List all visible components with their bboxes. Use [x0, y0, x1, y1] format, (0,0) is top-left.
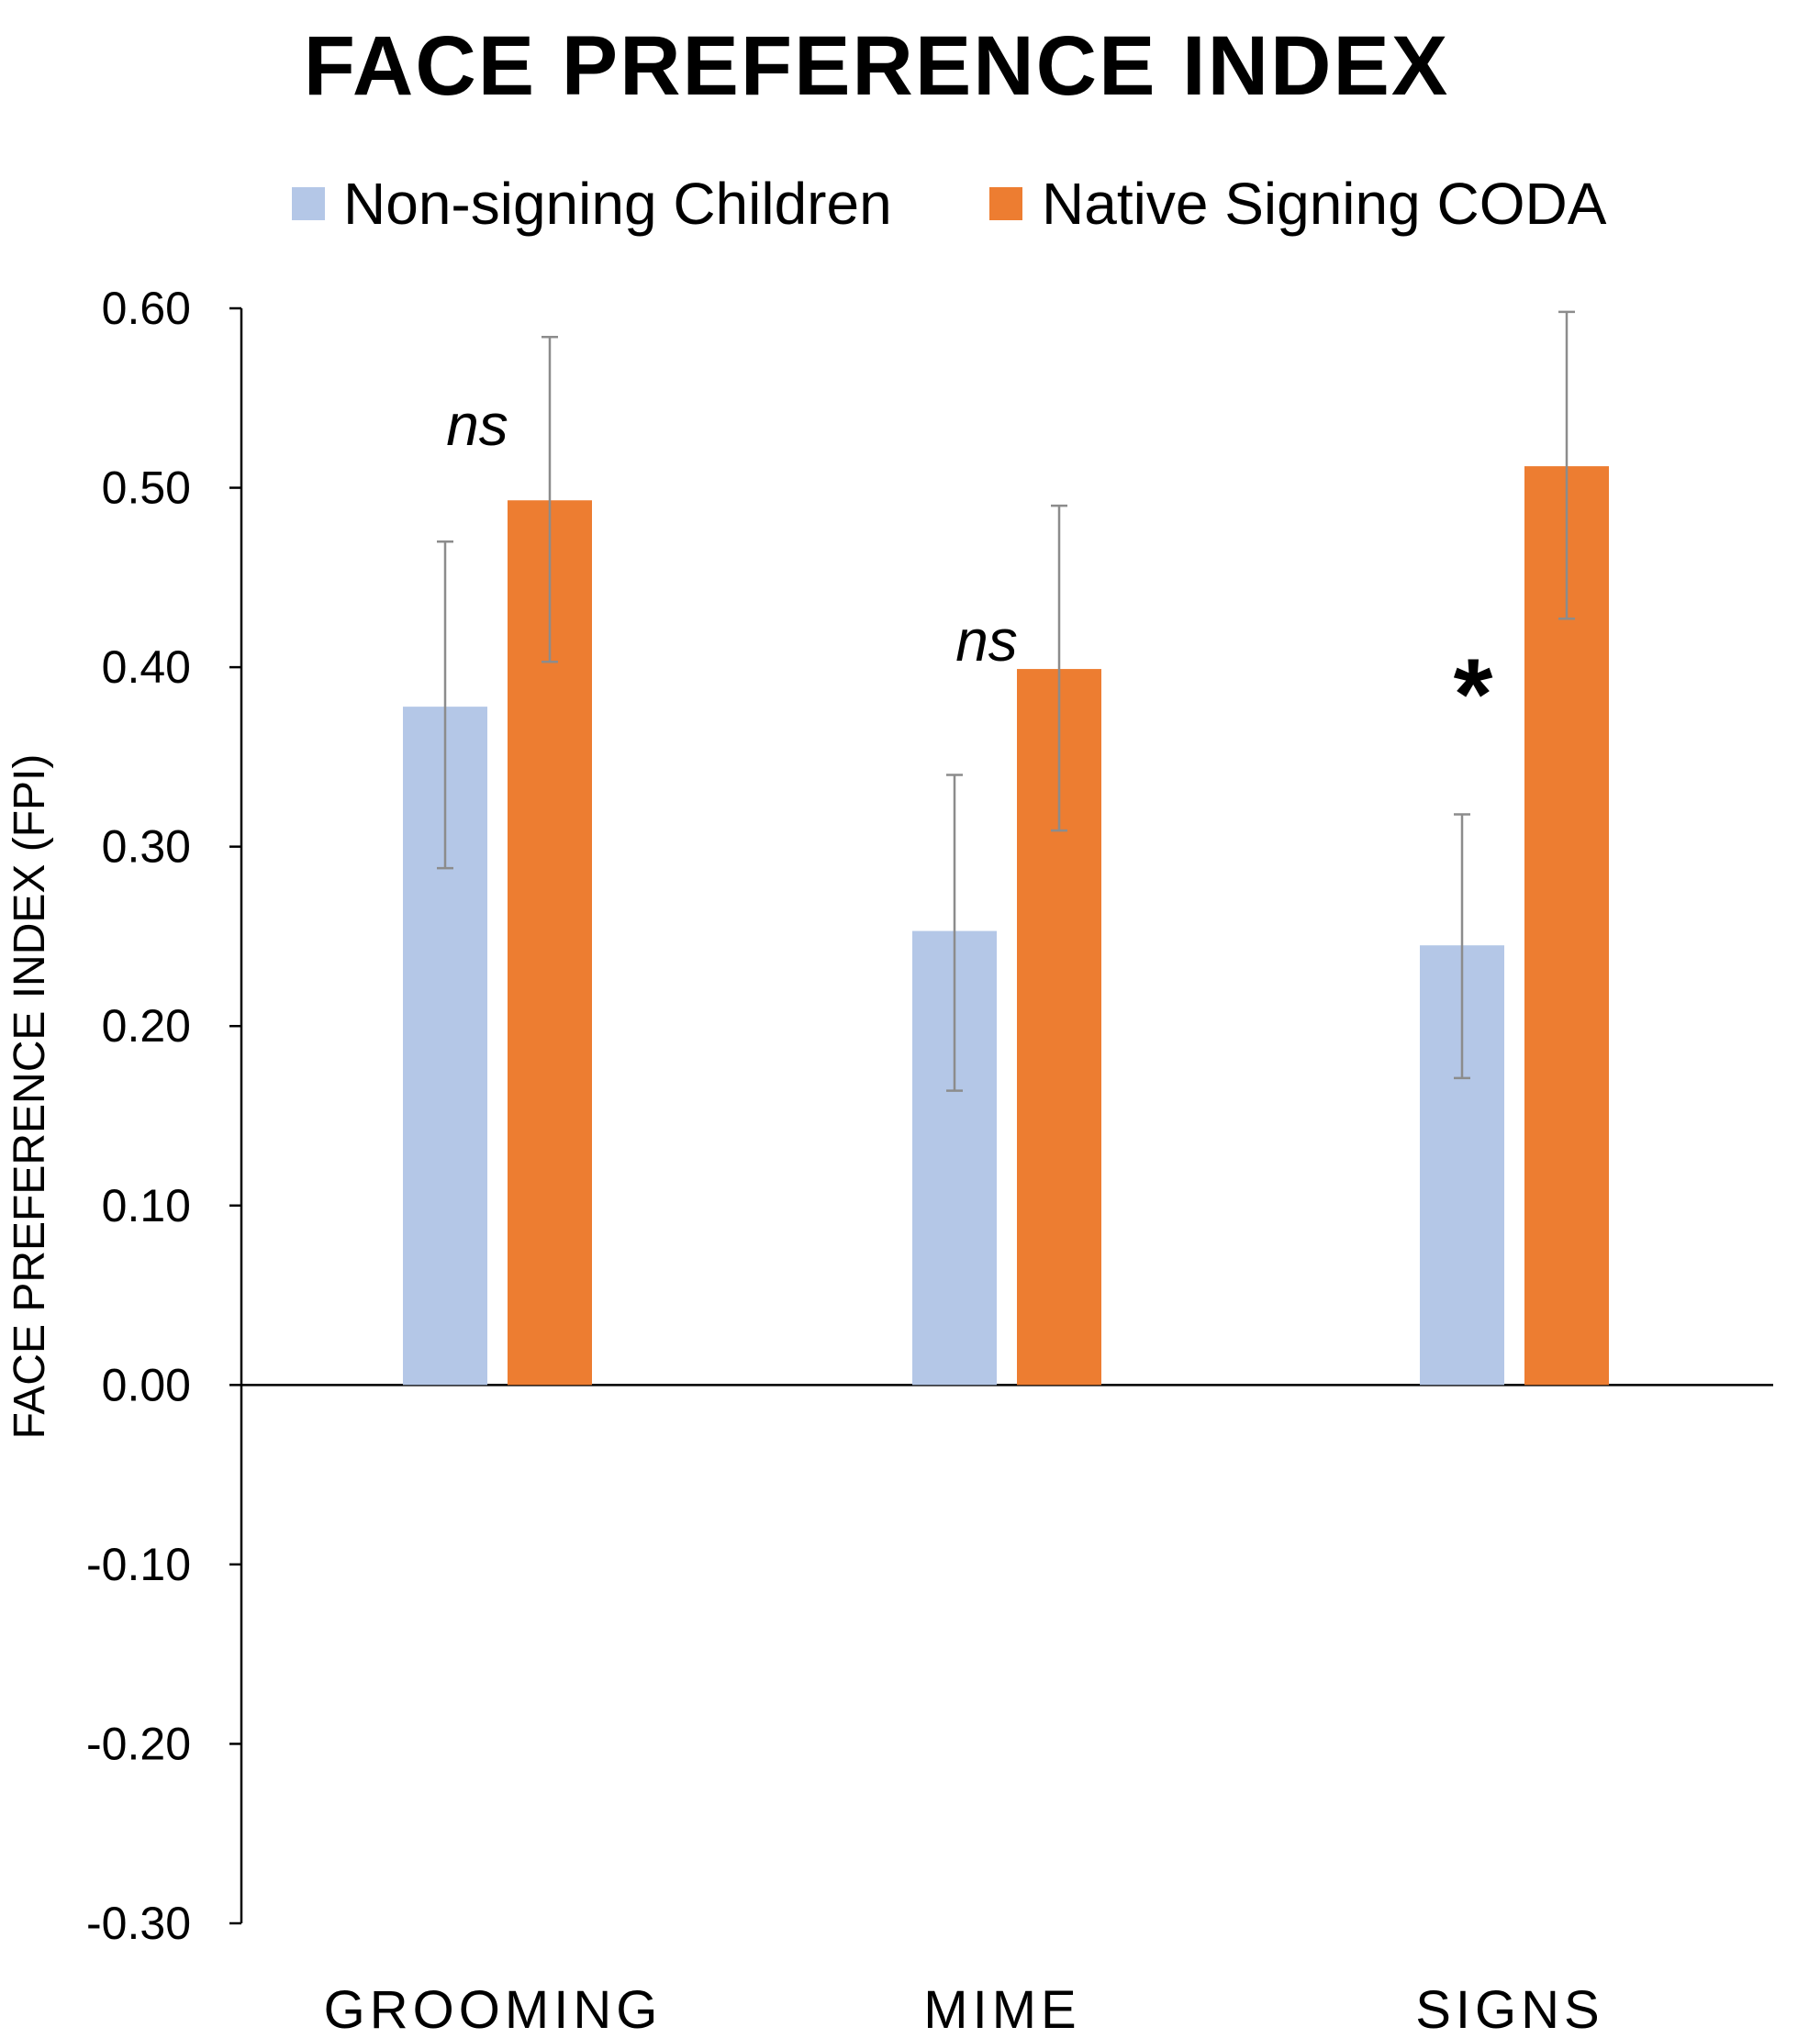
y-tick-label: 0.20	[102, 1000, 191, 1052]
y-tick-label: -0.30	[86, 1898, 191, 1949]
significance-ns-mime: ns	[955, 607, 1018, 674]
legend: Non-signing Children Native Signing CODA	[292, 171, 1607, 237]
legend-swatch-non-signing-children	[292, 187, 325, 220]
category-labels: GROOMING MIME SIGNS	[324, 1980, 1604, 2038]
y-tick-label: 0.40	[102, 641, 191, 693]
y-tick-label: -0.20	[86, 1718, 191, 1769]
y-tick-label: 0.00	[102, 1359, 191, 1410]
category-label-signs: SIGNS	[1415, 1980, 1604, 2033]
legend-swatch-native-signing-coda	[989, 187, 1022, 220]
y-axis-label: FACE PREFERENCE INDEX (FPI)	[6, 754, 54, 1440]
annotations: ns ns *	[446, 392, 1492, 751]
y-tick-label: 0.50	[102, 462, 191, 514]
legend-label-native-signing-coda: Native Signing CODA	[1042, 171, 1607, 237]
y-tick-label: 0.60	[102, 283, 191, 334]
significance-ns-grooming: ns	[446, 392, 508, 458]
category-label-mime: MIME	[923, 1980, 1080, 2033]
legend-label-non-signing-children: Non-signing Children	[343, 171, 892, 237]
chart-title: FACE PREFERENCE INDEX	[304, 19, 1449, 113]
y-tick-label: -0.10	[86, 1539, 191, 1590]
y-tick-label: 0.30	[102, 821, 191, 873]
y-ticks: 0.60 0.50 0.40 0.30 0.20 0.10 0.00 -0.10 -0.20 -0…	[86, 283, 241, 1949]
error-bars	[437, 310, 1575, 1092]
category-label-grooming: GROOMING	[324, 1980, 663, 2033]
bars	[403, 466, 1609, 1386]
axes	[240, 308, 1773, 1923]
y-tick-label: 0.10	[102, 1180, 191, 1231]
significance-star-signs: *	[1454, 638, 1493, 751]
